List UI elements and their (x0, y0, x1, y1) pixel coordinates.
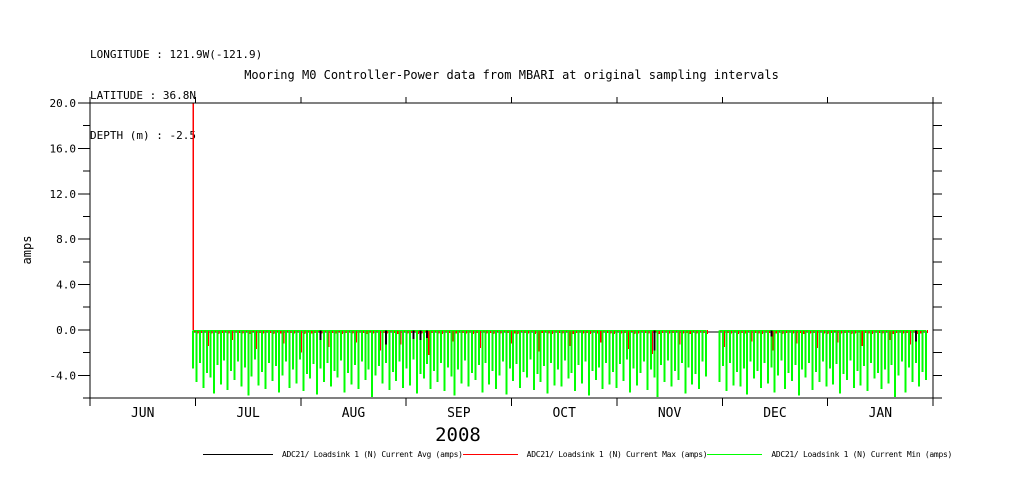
legend-item-max: ADC21/ Loadsink 1 (N) Current Max (amps) (462, 450, 708, 459)
legend-item-min: ADC21/ Loadsink 1 (N) Current Min (amps) (707, 450, 952, 459)
y-tick-label: -4.0 (50, 369, 77, 382)
legend-line-min-icon (707, 454, 763, 455)
metadata-block: LONGITUDE : 121.9W(-121.9) LATITUDE : 36… (90, 21, 262, 170)
latitude-label: LATITUDE : 36.8N (90, 88, 196, 102)
axes-layer (78, 97, 942, 406)
legend-line-avg-icon (203, 454, 273, 455)
y-tick-label: 20.0 (50, 97, 77, 110)
month-label: DEC (763, 406, 786, 421)
y-tick-label: 12.0 (50, 188, 77, 201)
month-label: JUL (236, 406, 260, 421)
month-label: OCT (552, 406, 576, 421)
month-label: NOV (658, 406, 682, 421)
month-label: JAN (869, 406, 892, 421)
month-label: AUG (342, 406, 366, 421)
y-tick-label: 16.0 (50, 142, 77, 155)
chart-legend: ADC21/ Loadsink 1 (N) Current Avg (amps)… (203, 450, 952, 459)
legend-label-avg: ADC21/ Loadsink 1 (N) Current Avg (amps) (282, 450, 463, 459)
month-label: JUN (131, 406, 154, 421)
legend-label-max: ADC21/ Loadsink 1 (N) Current Max (amps) (526, 450, 708, 459)
year-label: 2008 (435, 424, 481, 446)
y-tick-label: 4.0 (56, 279, 76, 292)
legend-line-max-icon (462, 454, 518, 455)
y-tick-label: 0.0 (56, 324, 76, 337)
axis-text-layer: 20.0 16.0 12.0 8.0 4.0 0.0 -4.0 JUN JUL AUG SEP OCT… (20, 97, 892, 446)
depth-label: DEPTH (m) : -2.5 (90, 129, 196, 142)
chart-title: Mooring M0 Controller-Power data from MB… (244, 68, 779, 82)
longitude-label: LONGITUDE : 121.9W(-121.9) (90, 48, 263, 61)
y-axis-title: amps (20, 236, 34, 265)
data-layer (192, 103, 929, 397)
month-label: SEP (447, 406, 471, 421)
legend-item-avg: ADC21/ Loadsink 1 (N) Current Avg (amps) (203, 450, 463, 459)
legend-label-min: ADC21/ Loadsink 1 (N) Current Min (amps) (771, 450, 953, 459)
y-tick-label: 8.0 (56, 233, 76, 246)
